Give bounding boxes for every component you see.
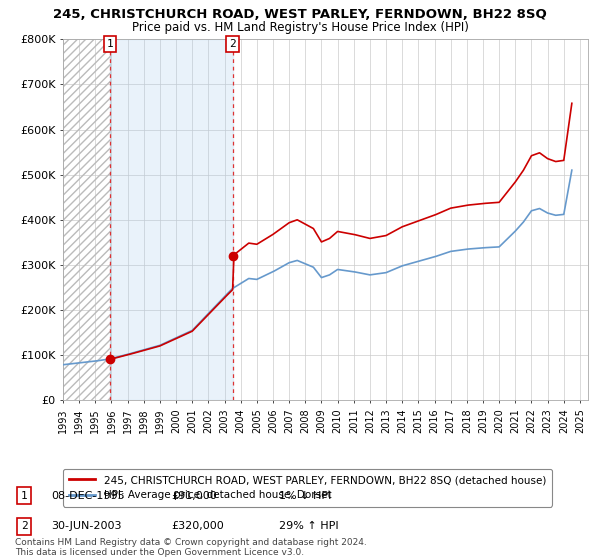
Text: Contains HM Land Registry data © Crown copyright and database right 2024.
This d: Contains HM Land Registry data © Crown c… <box>15 538 367 557</box>
Text: £91,000: £91,000 <box>171 491 217 501</box>
Text: 08-DEC-1995: 08-DEC-1995 <box>51 491 125 501</box>
Text: 1% ↓ HPI: 1% ↓ HPI <box>279 491 331 501</box>
Text: 29% ↑ HPI: 29% ↑ HPI <box>279 521 338 531</box>
Text: 2: 2 <box>20 521 28 531</box>
Text: £320,000: £320,000 <box>171 521 224 531</box>
Bar <box>110 39 233 400</box>
Legend: 245, CHRISTCHURCH ROAD, WEST PARLEY, FERNDOWN, BH22 8SQ (detached house), HPI: A: 245, CHRISTCHURCH ROAD, WEST PARLEY, FER… <box>63 469 552 507</box>
Text: Price paid vs. HM Land Registry's House Price Index (HPI): Price paid vs. HM Land Registry's House … <box>131 21 469 34</box>
Text: 1: 1 <box>107 39 113 49</box>
Text: 245, CHRISTCHURCH ROAD, WEST PARLEY, FERNDOWN, BH22 8SQ: 245, CHRISTCHURCH ROAD, WEST PARLEY, FER… <box>53 8 547 21</box>
Text: 1: 1 <box>20 491 28 501</box>
Text: 30-JUN-2003: 30-JUN-2003 <box>51 521 121 531</box>
Text: 2: 2 <box>229 39 236 49</box>
